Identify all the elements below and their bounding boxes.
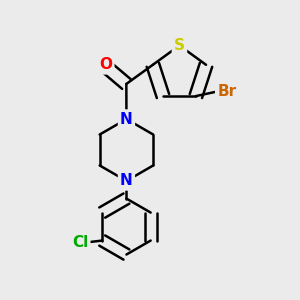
Text: N: N — [120, 112, 133, 127]
Text: Br: Br — [217, 84, 236, 99]
Text: S: S — [174, 38, 185, 53]
Text: O: O — [99, 57, 112, 72]
Text: Cl: Cl — [72, 235, 88, 250]
Text: N: N — [120, 173, 133, 188]
